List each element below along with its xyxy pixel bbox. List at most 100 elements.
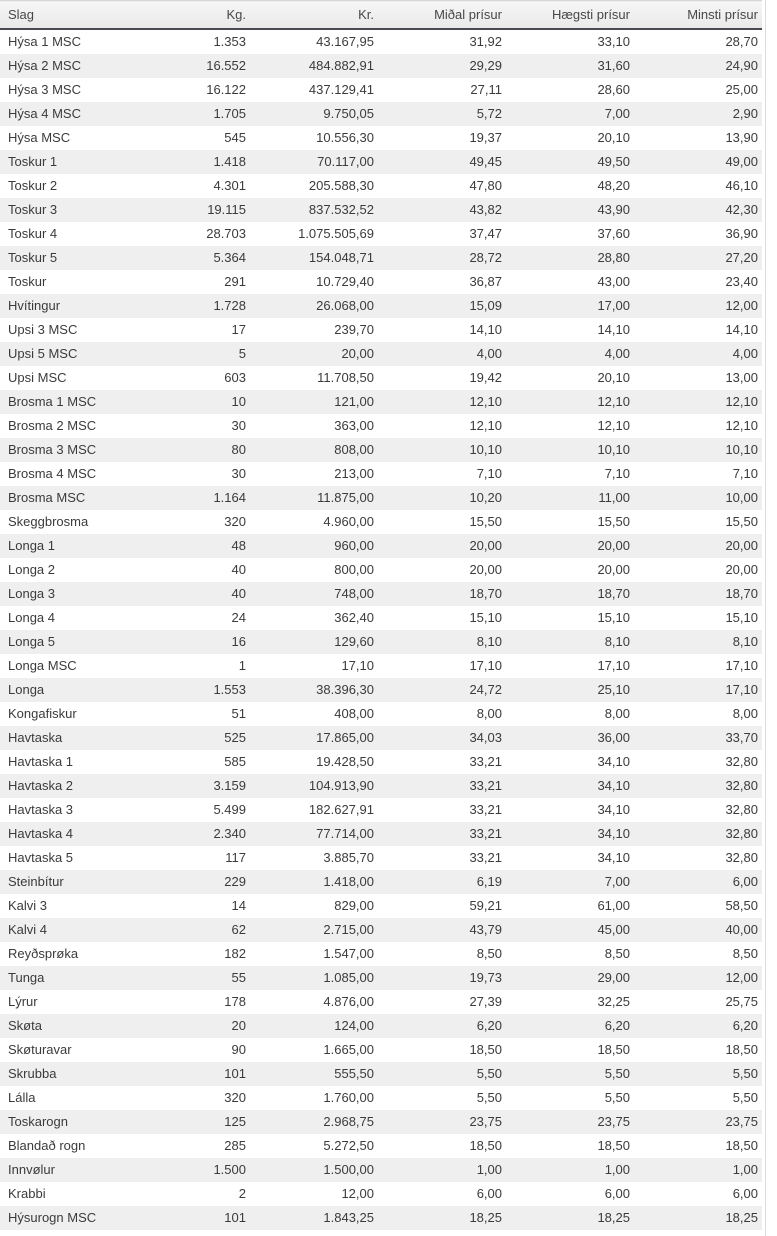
- cell-haegsti: 32,25: [597, 994, 630, 1009]
- cell-kr: 11.875,00: [317, 490, 374, 505]
- cell-midal: 19,37: [469, 130, 502, 145]
- cell-midal: 18,50: [469, 1138, 502, 1153]
- cell-midal: 6,19: [476, 874, 502, 889]
- cell-minsti: 58,50: [725, 898, 758, 913]
- cell-minsti: 12,00: [725, 298, 758, 313]
- cell-kr: 129,60: [334, 634, 374, 649]
- cell-midal: 19,42: [469, 370, 502, 385]
- cell-slag: Brosma 4 MSC: [8, 466, 97, 481]
- cell-slag: Toskur: [8, 274, 47, 289]
- cell-kg: 3.159: [213, 778, 246, 793]
- cell-kg: 1: [238, 658, 246, 673]
- cell-slag: Longa 5: [8, 634, 55, 649]
- cell-slag: Blandað rogn: [8, 1138, 86, 1153]
- cell-minsti: 17,10: [725, 658, 758, 673]
- cell-haegsti: 43,90: [597, 202, 630, 217]
- table-row: Skrubba 101 555,50 5,50 5,50 5,50: [0, 1062, 762, 1086]
- cell-haegsti: 1,00: [604, 1162, 630, 1177]
- cell-minsti: 12,00: [725, 970, 758, 985]
- cell-kg: 285: [224, 1138, 246, 1153]
- cell-haegsti: 8,00: [604, 706, 630, 721]
- cell-kr: 3.885,70: [323, 850, 374, 865]
- table-row: Toskur 3 19.115 837.532,52 43,82 43,90 42,30: [0, 198, 762, 222]
- cell-minsti: 32,80: [725, 850, 758, 865]
- cell-midal: 24,72: [469, 682, 502, 697]
- cell-midal: 19,73: [469, 970, 502, 985]
- cell-kg: 55: [231, 970, 246, 985]
- table-row: Lálla 320 1.760,00 5,50 5,50 5,50: [0, 1086, 762, 1110]
- cell-minsti: 5,50: [732, 1066, 758, 1081]
- cell-haegsti: 45,00: [597, 922, 630, 937]
- cell-minsti: 6,00: [732, 1186, 758, 1201]
- cell-haegsti: 10,10: [597, 442, 630, 457]
- table-row: Lýrur 178 4.876,00 27,39 32,25 25,75: [0, 990, 762, 1014]
- cell-haegsti: 7,00: [604, 874, 630, 889]
- cell-slag: Innvølur: [8, 1162, 55, 1177]
- column-header-minsti-prisur: Minsti prísur: [634, 0, 762, 30]
- cell-midal: 49,45: [469, 154, 502, 169]
- cell-kr: 363,00: [334, 418, 374, 433]
- cell-slag: Upsi 3 MSC: [8, 322, 78, 337]
- cell-midal: 8,00: [476, 706, 502, 721]
- cell-kr: 808,00: [334, 442, 374, 457]
- cell-midal: 47,80: [469, 178, 502, 193]
- table-row: Hvítingur 1.728 26.068,00 15,09 17,00 12,00: [0, 294, 762, 318]
- cell-haegsti: 18,50: [597, 1042, 630, 1057]
- cell-slag: Toskur 5: [8, 250, 58, 265]
- cell-minsti: 32,80: [725, 754, 758, 769]
- cell-minsti: 20,00: [725, 538, 758, 553]
- cell-kg: 320: [224, 1090, 246, 1105]
- cell-slag: Longa: [8, 682, 45, 697]
- column-header-slag: Slag: [0, 0, 122, 30]
- cell-kg: 40: [231, 586, 246, 601]
- cell-kg: 17: [231, 322, 246, 337]
- cell-kr: 4.960,00: [323, 514, 374, 529]
- cell-kg: 30: [231, 466, 246, 481]
- cell-midal: 8,50: [476, 946, 502, 961]
- cell-midal: 33,21: [469, 778, 502, 793]
- cell-kr: 5.272,50: [323, 1138, 374, 1153]
- cell-kg: 28.703: [206, 226, 246, 241]
- table-row: Longa 5 16 129,60 8,10 8,10 8,10: [0, 630, 762, 654]
- cell-minsti: 13,00: [725, 370, 758, 385]
- cell-midal: 27,11: [470, 82, 502, 97]
- cell-slag: Hýsurogn MSC: [8, 1210, 97, 1225]
- table-row: Longa MSC 1 17,10 17,10 17,10 17,10: [0, 654, 762, 678]
- content-right-border: [765, 0, 766, 1236]
- cell-midal: 43,79: [469, 922, 502, 937]
- cell-kr: 154.048,71: [308, 250, 374, 265]
- cell-haegsti: 34,10: [597, 778, 630, 793]
- cell-kg: 1.553: [213, 682, 246, 697]
- cell-haegsti: 7,10: [604, 466, 630, 481]
- cell-kr: 2.968,75: [323, 1114, 374, 1129]
- cell-haegsti: 20,10: [597, 130, 630, 145]
- cell-kg: 16.122: [206, 82, 246, 97]
- column-header-kr: Kr.: [250, 0, 378, 30]
- cell-slag: Longa MSC: [8, 658, 77, 673]
- cell-kr: 38.396,30: [316, 682, 374, 697]
- cell-kr: 124,00: [334, 1018, 374, 1033]
- table-row: Havtaska 2 3.159 104.913,90 33,21 34,10 32,80: [0, 774, 762, 798]
- table-row: Steinbítur 229 1.418,00 6,19 7,00 6,00: [0, 870, 762, 894]
- table-body: Hýsa 1 MSC 1.353 43.167,95 31,92 33,10 28,70 H…: [0, 29, 762, 1230]
- cell-minsti: 23,40: [725, 274, 758, 289]
- cell-kg: 4.301: [213, 178, 246, 193]
- cell-slag: Lálla: [8, 1090, 36, 1105]
- cell-kr: 1.500,00: [323, 1162, 374, 1177]
- cell-kg: 80: [231, 442, 246, 457]
- cell-kr: 1.547,00: [323, 946, 374, 961]
- cell-kr: 1.075.505,69: [298, 226, 374, 241]
- cell-kg: 40: [231, 562, 246, 577]
- cell-minsti: 14,10: [725, 322, 758, 337]
- table-row: Longa 3 40 748,00 18,70 18,70 18,70: [0, 582, 762, 606]
- cell-haegsti: 14,10: [597, 322, 630, 337]
- cell-midal: 37,47: [469, 226, 502, 241]
- cell-kg: 101: [224, 1066, 246, 1081]
- cell-midal: 18,50: [469, 1042, 502, 1057]
- cell-midal: 20,00: [469, 538, 502, 553]
- cell-haegsti: 11,00: [598, 490, 630, 505]
- cell-midal: 5,50: [476, 1066, 502, 1081]
- table-header: Slag Kg. Kr. Miðal prísur Hægsti prísur …: [0, 0, 762, 30]
- cell-kg: 291: [224, 274, 246, 289]
